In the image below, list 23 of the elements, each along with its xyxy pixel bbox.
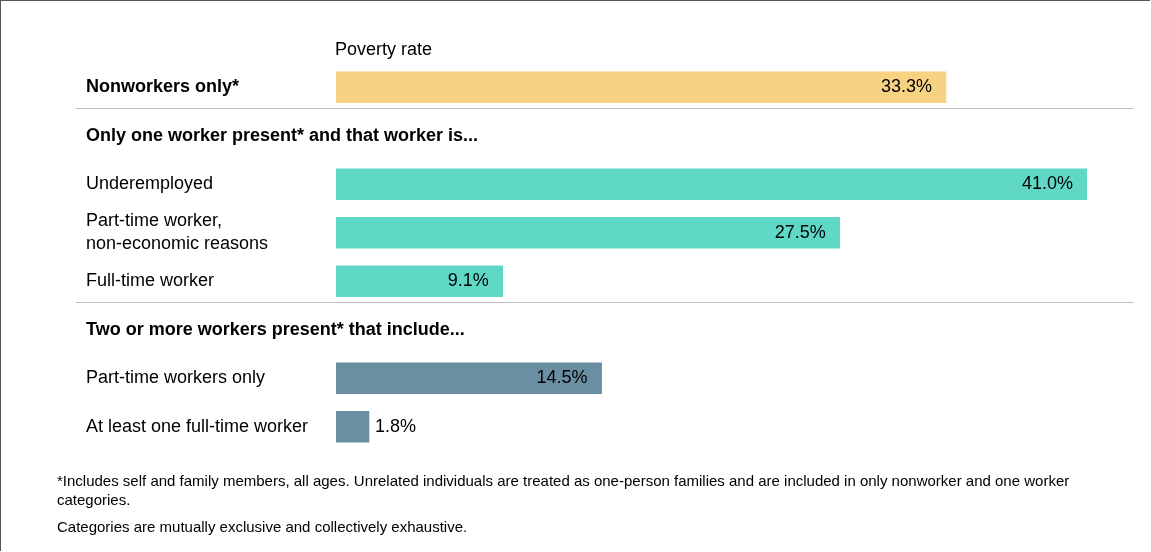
y-tick-label: Only one worker present* and that worker is... [86,124,479,145]
text: *Includes self and family members, all ages. Unrelated individuals are treated as one-person families and are included in only nonworker and one worker categories. [57,471,1071,509]
x-axis-title: Poverty rate [335,38,433,59]
data-label: 33.3% [880,76,932,97]
bar [336,71,947,104]
y-tick-label: Part-time workers only [86,367,266,388]
y-tick-label: Nonworkers only* [86,76,240,97]
data-label: 14.5% [536,367,588,388]
bar [336,362,602,395]
y-tick-label: Full-time worker [86,270,215,291]
y-tick-label: At least one full-time worker [86,415,309,436]
bar [336,216,841,249]
bar [336,410,370,443]
data-label: 1.8% [374,415,416,436]
y-tick-label: Underemployed [86,173,214,194]
data-label: 9.1% [447,270,489,291]
bar [336,168,1087,201]
y-tick-label: Two or more workers present* that include... [86,318,465,339]
bar [336,265,504,298]
text: Categories are mutually exclusive and collectively exhaustive. [57,517,469,536]
y-tick-label: Part-time worker, non-economic reasons [86,210,269,254]
data-label: 41.0% [1021,173,1073,194]
data-label: 27.5% [774,221,826,242]
